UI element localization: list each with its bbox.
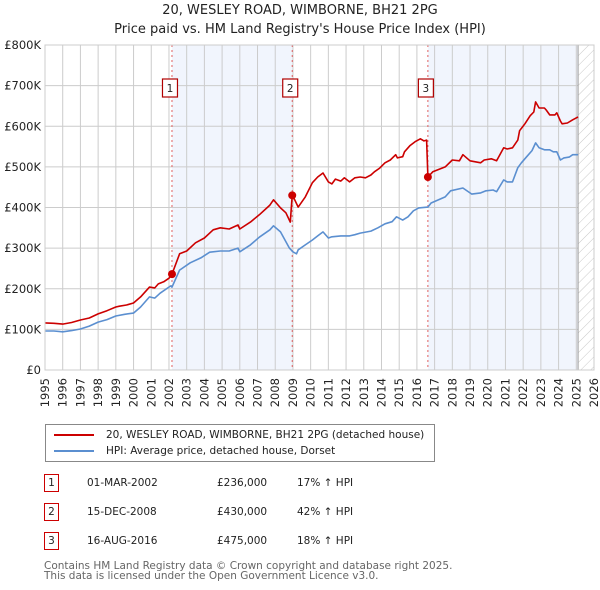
- sale-number-badge: 1: [44, 474, 59, 492]
- sale-price: £430,000: [217, 506, 268, 518]
- chart-title: 20, WESLEY ROAD, WIMBORNE, BH21 2PG: [162, 3, 438, 18]
- x-tick-label: 2016: [410, 378, 424, 407]
- x-tick-label: 2009: [286, 378, 300, 407]
- x-tick-label: 2002: [162, 378, 176, 407]
- x-tick-label: 2000: [127, 378, 141, 407]
- x-tick-label: 1995: [38, 378, 52, 407]
- y-tick-label: £800K: [4, 38, 41, 52]
- x-tick-label: 2024: [552, 378, 566, 407]
- sale-marker-label: 3: [423, 83, 430, 95]
- sale-marker-box: [282, 78, 299, 98]
- sale-price: £236,000: [217, 477, 268, 489]
- x-tick-label: 2023: [534, 378, 548, 407]
- attribution-line-1: Contains HM Land Registry data © Crown c…: [44, 560, 453, 572]
- sale-vlines: [171, 45, 429, 370]
- legend-swatch-blue: [54, 450, 94, 452]
- x-tick-label: 2001: [144, 378, 158, 407]
- x-tick-label: 2003: [180, 378, 194, 407]
- attribution: Contains HM Land Registry data © Crown c…: [44, 560, 453, 582]
- x-tick-label: 1999: [109, 378, 123, 407]
- x-tick-label: 2022: [516, 378, 530, 407]
- sale-dot: [167, 270, 176, 279]
- y-tick-label: £200K: [4, 282, 41, 296]
- sale-marker-label: 1: [167, 83, 174, 95]
- sale-number-badge: 3: [44, 532, 59, 550]
- x-tick-label: 2007: [251, 378, 265, 407]
- sale-marker-box: [417, 78, 434, 98]
- sale-dot: [423, 173, 432, 182]
- sale-marker-box: [161, 78, 179, 98]
- x-tick-label: 2008: [268, 378, 282, 407]
- x-tick-label: 2005: [215, 378, 229, 407]
- x-tick-label: 2015: [392, 378, 406, 407]
- forecast-hatch-pattern: [578, 45, 594, 370]
- y-tick-label: £700K: [4, 79, 41, 93]
- legend-swatch-red: [54, 434, 94, 436]
- x-tick-label: 2013: [357, 378, 371, 407]
- x-tick-label: 2019: [463, 378, 477, 407]
- sale-dot: [288, 191, 297, 200]
- y-tick-label: £500K: [4, 160, 41, 174]
- sale-boxes: 1 2 3: [161, 78, 434, 98]
- price-chart: 1 2 3 £0 £100K £200K £300K £400K £500K £600K £700…: [4, 38, 600, 407]
- sale-marker-label: 2: [287, 83, 294, 95]
- legend: 20, WESLEY ROAD, WIMBORNE, BH21 2PG (det…: [45, 424, 435, 462]
- legend-label: HPI: Average price, detached house, Dors…: [106, 445, 336, 457]
- legend-label: 20, WESLEY ROAD, WIMBORNE, BH21 2PG (det…: [106, 429, 425, 441]
- plot-border: [44, 44, 595, 371]
- sale-hpi-diff: 42% ↑ HPI: [297, 506, 354, 518]
- sale-number-badge: 2: [44, 503, 59, 521]
- sale-row: 2 15-DEC-2008 £430,000 42% ↑ HPI: [44, 503, 444, 521]
- sale-hpi-diff: 17% ↑ HPI: [297, 477, 354, 489]
- x-tick-label: 2004: [197, 378, 211, 407]
- x-tick-label: 2018: [445, 378, 459, 407]
- y-tick-label: £300K: [4, 241, 41, 255]
- x-tick-label: 2017: [428, 378, 442, 407]
- sale-dots: [167, 173, 432, 279]
- x-tick-label: 1996: [56, 378, 70, 407]
- y-tick-label: £100K: [4, 322, 41, 336]
- sale-date: 16-AUG-2016: [87, 535, 158, 547]
- sale-date: 15-DEC-2008: [87, 506, 157, 518]
- series-line: [45, 101, 579, 325]
- x-tick-label: 2025: [569, 378, 583, 407]
- sale-price: £475,000: [217, 535, 268, 547]
- y-tick-label: £600K: [4, 119, 41, 133]
- x-tick-label: 1997: [73, 378, 87, 407]
- x-tick-label: 2026: [587, 378, 600, 407]
- sale-date: 01-MAR-2002: [87, 477, 158, 489]
- attribution-line-2: This data is licensed under the Open Gov…: [44, 570, 379, 582]
- x-tick-label: 2014: [374, 378, 388, 407]
- chart-subtitle: Price paid vs. HM Land Registry's House …: [114, 22, 486, 37]
- series-line: [45, 142, 579, 333]
- x-tick-label: 2021: [498, 378, 512, 407]
- x-tick-label: 2020: [481, 378, 495, 407]
- x-axis: 1995 1996 1997 1998 1999 2000 2001 2002 2003 2004…: [38, 378, 600, 407]
- x-tick-label: 2011: [321, 378, 335, 407]
- sale-row: 3 16-AUG-2016 £475,000 18% ↑ HPI: [44, 532, 444, 550]
- y-tick-label: £0: [26, 363, 41, 377]
- x-tick-label: 2006: [233, 378, 247, 407]
- x-tick-label: 1998: [91, 378, 105, 407]
- y-axis: £0 £100K £200K £300K £400K £500K £600K £700K £80…: [4, 38, 595, 377]
- sale-hpi-diff: 18% ↑ HPI: [297, 535, 354, 547]
- x-tick-label: 2012: [339, 378, 353, 407]
- sale-row: 1 01-MAR-2002 £236,000 17% ↑ HPI: [44, 474, 444, 492]
- forecast-hatch: [577, 45, 594, 370]
- series-lines: [45, 101, 579, 333]
- x-tick-label: 2010: [304, 378, 318, 407]
- y-tick-label: £400K: [4, 201, 41, 215]
